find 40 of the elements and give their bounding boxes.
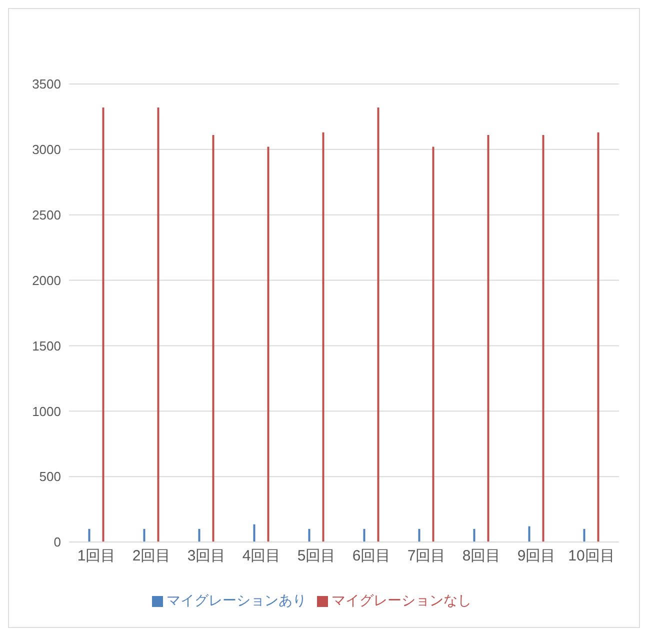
bar bbox=[157, 108, 160, 542]
bar bbox=[583, 528, 586, 542]
y-tick-label: 2500 bbox=[32, 207, 61, 222]
y-tick-label: 1000 bbox=[32, 404, 61, 419]
x-tick-label: 3回目 bbox=[187, 548, 226, 565]
bar bbox=[143, 528, 146, 542]
y-tick-label: 3500 bbox=[32, 76, 61, 92]
y-tick-label: 0 bbox=[54, 534, 61, 550]
bar bbox=[102, 108, 104, 542]
bar bbox=[542, 135, 544, 542]
bar bbox=[432, 146, 434, 542]
bar bbox=[418, 528, 420, 542]
x-tick-label: 5回目 bbox=[297, 548, 336, 565]
bar bbox=[377, 108, 380, 542]
bar bbox=[253, 524, 256, 542]
bar bbox=[528, 526, 530, 542]
x-tick-label: 10回目 bbox=[568, 548, 615, 565]
legend-label: マイグレーションあり bbox=[166, 592, 306, 608]
bar bbox=[212, 135, 214, 542]
x-tick-label: 4回目 bbox=[242, 548, 281, 565]
bar bbox=[198, 528, 200, 542]
x-tick-label: 1回目 bbox=[77, 548, 116, 565]
y-tick-label: 1500 bbox=[32, 338, 61, 354]
x-tick-label: 2回目 bbox=[132, 548, 171, 565]
x-tick-label: 9回目 bbox=[517, 548, 556, 565]
bar bbox=[88, 528, 90, 542]
y-tick-label: 2000 bbox=[32, 272, 61, 288]
x-tick-label: 7回目 bbox=[407, 548, 446, 565]
bar bbox=[597, 132, 600, 542]
x-tick-label: 6回目 bbox=[352, 548, 391, 565]
x-tick-label: 8回目 bbox=[462, 548, 501, 565]
bar bbox=[363, 528, 366, 542]
bar bbox=[473, 528, 476, 542]
bar bbox=[267, 146, 270, 542]
bar bbox=[487, 135, 490, 542]
legend-label: マイグレーションなし bbox=[332, 592, 472, 608]
bar bbox=[322, 132, 324, 542]
y-tick-label: 500 bbox=[39, 469, 61, 484]
bar bbox=[308, 528, 310, 542]
y-tick-label: 3000 bbox=[32, 142, 61, 158]
